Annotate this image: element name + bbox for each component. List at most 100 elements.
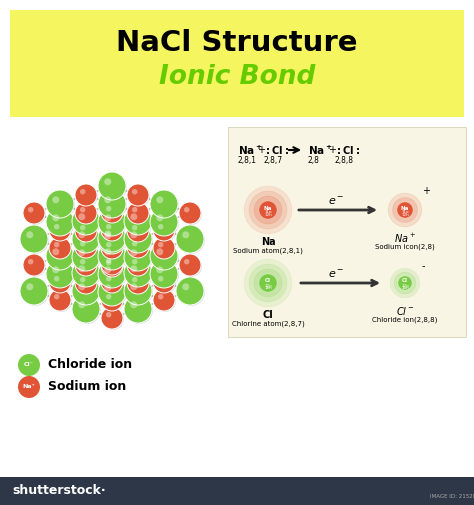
Circle shape <box>151 209 179 237</box>
Circle shape <box>52 196 59 204</box>
Circle shape <box>150 260 178 288</box>
Circle shape <box>151 191 179 219</box>
Circle shape <box>72 295 100 323</box>
Circle shape <box>99 225 127 253</box>
Circle shape <box>98 260 126 288</box>
Circle shape <box>156 214 164 221</box>
Text: $Cl^-$: $Cl^-$ <box>396 305 414 317</box>
Text: 17p: 17p <box>264 283 272 287</box>
Text: Ionic Bond: Ionic Bond <box>159 64 315 90</box>
Circle shape <box>124 277 152 305</box>
Circle shape <box>78 283 85 290</box>
Circle shape <box>80 225 85 230</box>
Text: Chloride ion(2,8,8): Chloride ion(2,8,8) <box>372 317 438 323</box>
Circle shape <box>180 255 202 277</box>
Circle shape <box>392 197 418 222</box>
Circle shape <box>104 196 111 204</box>
Text: $Na^+$: $Na^+$ <box>394 231 416 244</box>
Circle shape <box>73 208 101 236</box>
Circle shape <box>54 294 59 299</box>
Text: +: + <box>422 186 430 196</box>
FancyBboxPatch shape <box>10 10 464 117</box>
Circle shape <box>102 238 124 260</box>
Circle shape <box>154 290 176 312</box>
Circle shape <box>125 244 153 272</box>
Circle shape <box>76 255 98 277</box>
Circle shape <box>158 242 164 247</box>
Circle shape <box>99 279 127 307</box>
Circle shape <box>124 259 152 287</box>
Circle shape <box>154 220 176 242</box>
Text: 12n: 12n <box>264 213 272 217</box>
Text: 2,8,8: 2,8,8 <box>335 156 354 165</box>
Circle shape <box>76 237 98 259</box>
Text: 18n: 18n <box>264 286 272 290</box>
Circle shape <box>127 202 149 224</box>
Circle shape <box>47 191 75 219</box>
Circle shape <box>153 219 175 241</box>
Circle shape <box>21 226 49 254</box>
Circle shape <box>99 209 127 237</box>
Circle shape <box>106 260 111 266</box>
Circle shape <box>125 296 153 324</box>
Circle shape <box>128 273 150 295</box>
Circle shape <box>78 213 85 220</box>
Circle shape <box>177 226 205 254</box>
Circle shape <box>99 173 127 201</box>
Circle shape <box>153 271 175 293</box>
Text: 2,8,1: 2,8,1 <box>238 156 257 165</box>
Text: Sodium atom(2,8,1): Sodium atom(2,8,1) <box>233 248 303 254</box>
Circle shape <box>101 271 123 293</box>
Circle shape <box>130 231 137 238</box>
Circle shape <box>182 283 189 290</box>
Circle shape <box>125 278 153 306</box>
Text: $e^-$: $e^-$ <box>328 269 345 280</box>
Circle shape <box>127 272 149 294</box>
Circle shape <box>153 237 175 259</box>
Circle shape <box>98 224 126 252</box>
Circle shape <box>72 277 100 305</box>
Circle shape <box>128 255 150 277</box>
Circle shape <box>124 207 152 235</box>
Circle shape <box>130 283 137 290</box>
Circle shape <box>101 255 123 277</box>
Circle shape <box>394 272 416 294</box>
Text: 2,8: 2,8 <box>308 156 320 165</box>
Circle shape <box>76 185 98 207</box>
Circle shape <box>75 254 97 276</box>
Circle shape <box>130 265 137 272</box>
Circle shape <box>72 207 100 235</box>
Circle shape <box>132 225 137 230</box>
Circle shape <box>150 208 178 236</box>
Circle shape <box>72 243 100 271</box>
Circle shape <box>52 266 59 273</box>
Circle shape <box>99 191 127 219</box>
Circle shape <box>98 190 126 218</box>
Circle shape <box>254 196 282 224</box>
Text: Chloride ion: Chloride ion <box>48 359 132 372</box>
Circle shape <box>102 220 124 242</box>
Circle shape <box>78 249 85 257</box>
FancyBboxPatch shape <box>0 477 474 505</box>
Circle shape <box>28 259 34 265</box>
Circle shape <box>49 271 71 293</box>
Circle shape <box>179 254 201 276</box>
Circle shape <box>54 224 59 229</box>
Circle shape <box>76 221 98 243</box>
Circle shape <box>128 237 150 259</box>
Circle shape <box>50 220 72 242</box>
Circle shape <box>104 232 111 239</box>
Circle shape <box>102 254 124 276</box>
Circle shape <box>73 226 101 254</box>
Circle shape <box>244 186 292 234</box>
Circle shape <box>127 254 149 276</box>
Circle shape <box>47 209 75 237</box>
Circle shape <box>80 277 85 282</box>
Circle shape <box>132 277 137 282</box>
Circle shape <box>106 258 111 264</box>
Circle shape <box>80 241 85 246</box>
Text: 11p: 11p <box>401 211 409 215</box>
Text: Cl: Cl <box>265 278 271 283</box>
Circle shape <box>150 190 178 218</box>
Circle shape <box>52 248 59 256</box>
